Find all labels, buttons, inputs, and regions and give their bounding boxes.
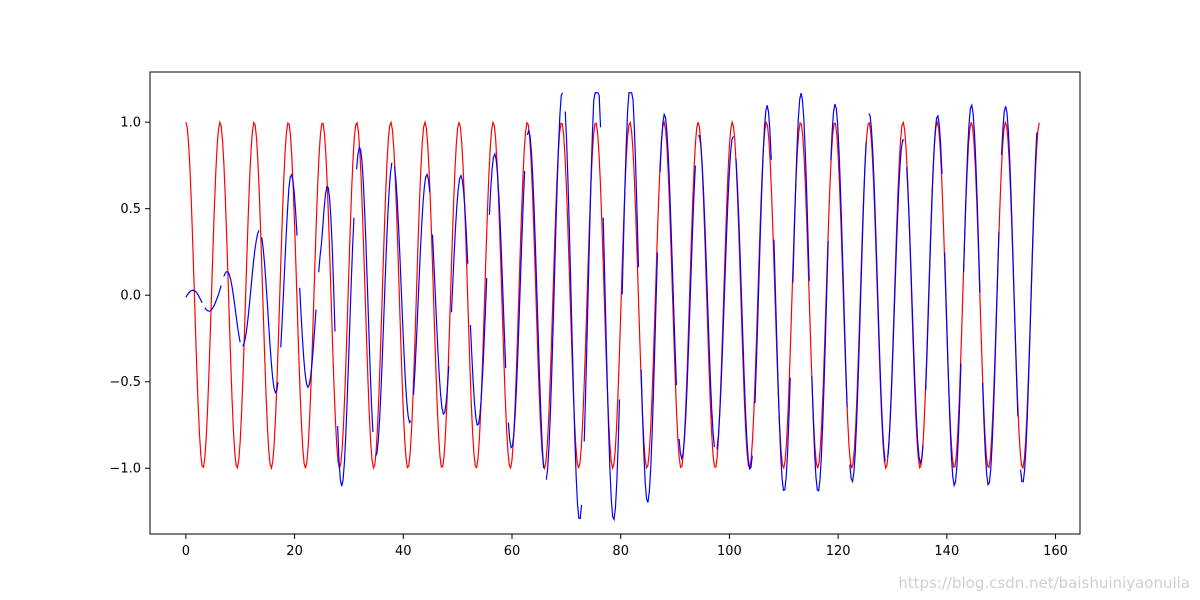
series-line-red [185,119,1040,471]
series-line-blue-segment [356,145,374,433]
x-tick-label: 160 [1043,544,1068,559]
series-line-blue-segment [223,270,241,343]
watermark: https://blog.csdn.net/baishuiniyaonulia [898,574,1190,592]
series-line-blue-segment [640,252,659,503]
x-tick-label: 100 [717,544,742,559]
series-line-blue-segment [621,92,640,295]
series-line-blue-segment [299,287,317,389]
series-line-blue-segment [944,252,962,488]
series-line-blue-segment [318,185,336,332]
x-tick-label: 140 [934,544,959,559]
y-tick-label: −0.5 [109,375,141,390]
series-line-blue-segment [659,112,678,386]
x-tick-label: 0 [182,544,190,559]
x-tick-label: 60 [504,544,521,559]
series-line-blue-segment [887,139,905,458]
series-line-blue-segment [261,237,279,394]
series-line-blue-segment [450,173,469,313]
x-axis-ticks: 0 20 40 60 80 100 120 140 160 [182,534,1068,559]
series-line-blue-segment [564,111,583,520]
y-tick-label: 1.0 [120,116,141,131]
series-line-blue-segment [773,239,791,492]
series-line-blue-segment [830,103,848,408]
series-line-blue-segment [849,141,867,484]
series-line-blue-segment [925,114,943,391]
y-tick-label: 0.0 [120,289,141,304]
series-line-blue-segment [754,105,772,404]
series-line-blue-segment [412,172,431,395]
series-line-blue-segment [697,134,715,448]
series-line-blue-segment [393,166,412,424]
series-line-blue-segment [1000,106,1019,417]
series-line-blue-segment [242,229,260,347]
series-line-blue-segment [204,285,222,312]
series-line-blue-segment [507,170,526,449]
series-line-blue-segment [982,231,1000,487]
series-line-blue-segment [469,277,488,427]
series-line-blue-segment [811,241,829,492]
series-line-blue-segment [185,289,203,304]
series-line-blue-segment [868,113,886,462]
series-line-blue-segment [526,128,545,469]
series-line-blue-segment [963,102,981,293]
x-tick-label: 80 [612,544,629,559]
x-tick-label: 120 [826,544,851,559]
series-line-blue-segment [1019,132,1038,483]
x-tick-label: 20 [286,544,303,559]
series-line-blue-segment [602,217,621,522]
y-tick-label: 0.5 [120,202,141,217]
series-layer [185,92,1040,522]
series-line-blue-segment [375,162,393,457]
series-line-blue-segment [792,92,810,283]
series-line-blue-segment [431,234,450,416]
series-line-blue-segment [678,165,696,461]
x-tick-label: 40 [395,544,412,559]
y-axis-ticks: −1.0 −0.5 0.0 0.5 1.0 [109,116,150,477]
series-line-blue-segment [488,152,507,369]
series-line-blue-segment [906,167,924,466]
series-line-blue-segment [583,92,602,442]
axes-frame [149,71,1081,535]
series-line-blue-segment [735,158,753,471]
series-line-blue-segment [337,217,355,487]
series-line-blue-segment [545,92,564,480]
series-line-blue-segment [716,136,734,450]
y-tick-label: −1.0 [109,462,141,477]
series-line-blue-segment [280,173,298,348]
plot-area [149,71,1081,535]
